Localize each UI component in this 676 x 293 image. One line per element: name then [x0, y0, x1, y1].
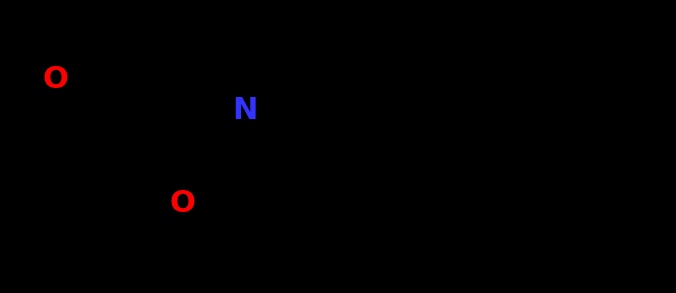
Text: O: O [170, 189, 195, 218]
Text: O: O [167, 187, 197, 221]
Text: N: N [232, 96, 258, 125]
Text: O: O [42, 65, 68, 94]
Text: N: N [229, 93, 260, 127]
Text: O: O [40, 62, 70, 96]
